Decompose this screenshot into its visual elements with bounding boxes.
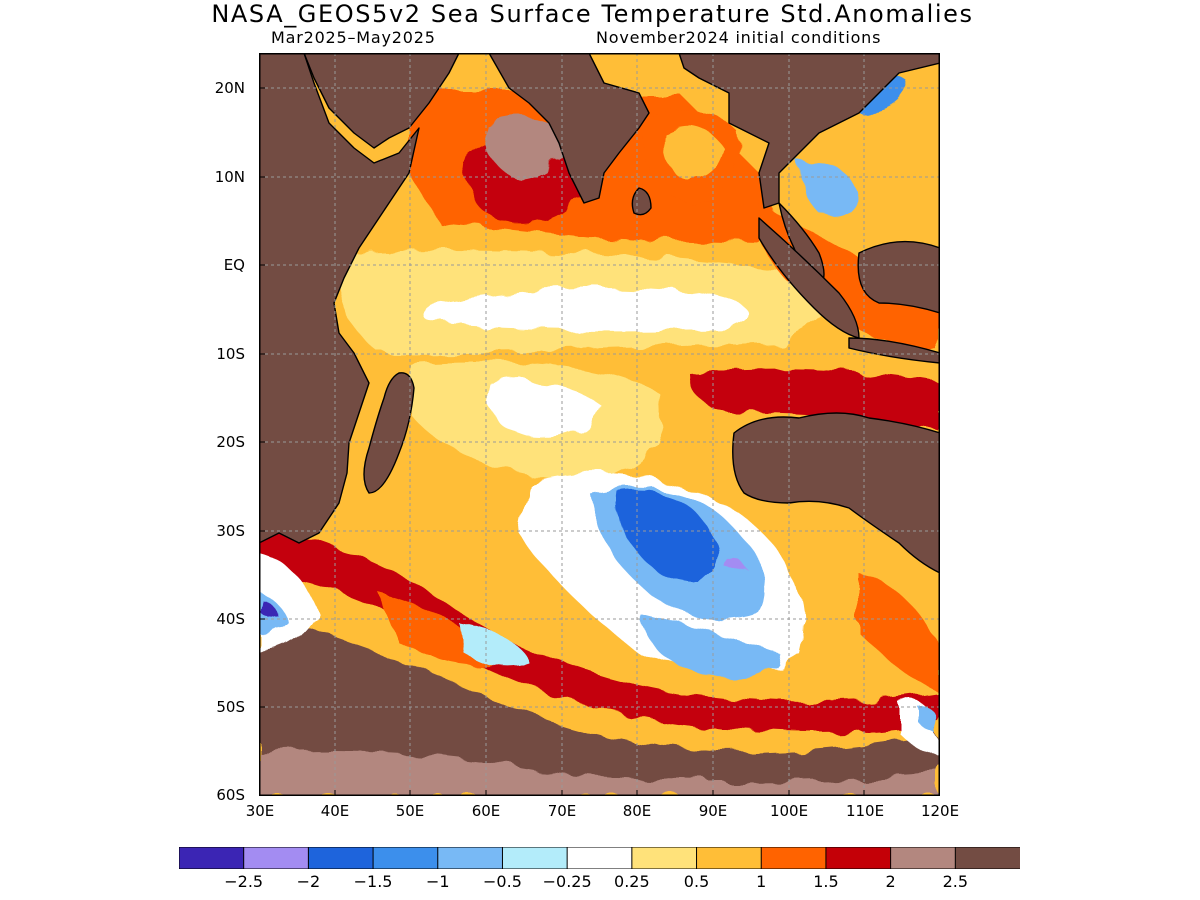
colorbar-label: −2 xyxy=(296,872,321,891)
field-sw-purple xyxy=(261,601,277,618)
land-australia xyxy=(732,412,940,574)
lat-label: 10N xyxy=(214,168,245,186)
lon-label: 50E xyxy=(395,802,425,820)
colorbar-label: −1 xyxy=(425,872,450,891)
anomaly-fields xyxy=(259,73,940,796)
colorbar-swatch xyxy=(437,847,504,869)
lon-label: 100E xyxy=(769,802,809,820)
field-cool-south xyxy=(639,613,779,679)
field-south-white xyxy=(487,380,599,439)
colorbar-label: −1.5 xyxy=(353,872,393,891)
lat-label: 20S xyxy=(216,433,245,451)
field-arabian-core xyxy=(484,115,569,178)
land-borneo xyxy=(857,240,940,314)
colorbar-swatch xyxy=(501,847,569,869)
colorbar-swatch xyxy=(631,847,698,869)
colorbar-label: 0.5 xyxy=(683,872,710,891)
field-south-white-blob xyxy=(459,623,529,667)
lon-label: 80E xyxy=(622,802,652,820)
field-southern-mauve xyxy=(259,750,940,796)
lat-label: EQ xyxy=(223,256,245,274)
field-south-red-band xyxy=(259,523,940,733)
lat-label: 10S xyxy=(216,345,245,363)
colorbar-swatch xyxy=(696,847,763,869)
land-madagascar xyxy=(363,372,415,494)
lon-label: 30E xyxy=(245,802,275,820)
field-cool-purple xyxy=(727,559,745,572)
initial-conditions: November2024 initial conditions xyxy=(596,28,882,47)
colorbar-label: −0.5 xyxy=(483,872,522,891)
lon-label: 70E xyxy=(547,802,577,820)
colorbar-label: −2.5 xyxy=(224,872,264,891)
colorbar-swatch xyxy=(890,847,957,869)
colorbar-swatch xyxy=(372,847,439,869)
field-australia-west-hot xyxy=(689,369,940,433)
lon-label: 90E xyxy=(698,802,728,820)
colorbar-swatch xyxy=(825,847,892,869)
colorbar-label: 2 xyxy=(885,872,896,891)
colorbar-swatch xyxy=(307,847,375,869)
lat-label: 30S xyxy=(216,522,245,540)
lon-label: 40E xyxy=(320,802,350,820)
land-java xyxy=(848,337,940,364)
lon-label: 110E xyxy=(845,802,885,820)
lat-label: 40S xyxy=(216,610,245,628)
field-se-orange xyxy=(859,573,940,693)
colorbar-swatch xyxy=(760,847,827,869)
field-southern-brown xyxy=(259,613,940,796)
field-cool-core xyxy=(618,491,717,583)
field-bay-core xyxy=(663,125,724,181)
field-andaman-blue xyxy=(799,161,859,216)
land-masses xyxy=(259,53,940,574)
land-myanmar-thailand xyxy=(678,53,940,209)
colorbar-label: 1 xyxy=(756,872,767,891)
field-eq-white xyxy=(421,287,749,330)
land-africa xyxy=(259,53,420,544)
graticule xyxy=(259,53,940,796)
lat-label: 50S xyxy=(216,698,245,716)
colorbar-swatch xyxy=(179,847,245,869)
colorbar xyxy=(179,847,1020,869)
forecast-period: Mar2025–May2025 xyxy=(271,28,436,47)
colorbar-label: 2.5 xyxy=(942,872,969,891)
lat-label: 60S xyxy=(216,786,245,804)
colorbar-swatch xyxy=(954,847,1020,869)
field-se-blue xyxy=(919,707,940,738)
land-arabia xyxy=(303,53,460,149)
anomaly-map xyxy=(259,53,940,796)
colorbar-swatch xyxy=(566,847,633,869)
map-frame xyxy=(259,53,940,796)
colorbar-label: 0.25 xyxy=(614,872,650,891)
lon-label: 60E xyxy=(471,802,501,820)
land-sri-lanka xyxy=(631,187,652,216)
colorbar-label: −0.25 xyxy=(542,872,592,891)
colorbar-label: 1.5 xyxy=(813,872,839,891)
lon-label: 120E xyxy=(920,802,960,820)
colorbar-swatch xyxy=(243,847,310,869)
map-title: NASA_GEOS5v2 Sea Surface Temperature Std… xyxy=(211,0,974,28)
lat-label: 20N xyxy=(214,79,245,97)
